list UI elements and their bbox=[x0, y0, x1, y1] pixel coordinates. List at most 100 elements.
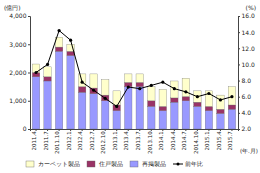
bar-segment bbox=[205, 106, 212, 110]
tick-label: 4,000 bbox=[9, 12, 26, 19]
tick: 8.0 bbox=[238, 77, 251, 84]
legend-swatch bbox=[173, 164, 183, 165]
tick-mark bbox=[174, 129, 175, 131]
tick-label: 2014.4 bbox=[170, 131, 176, 151]
tick: 14.0 bbox=[238, 29, 255, 36]
tick-label: 2012.7 bbox=[89, 131, 95, 151]
bar-segment bbox=[205, 91, 212, 107]
marks bbox=[32, 29, 235, 129]
plot: 01,0002,0003,0004,0002.04.06.08.010.012.… bbox=[9, 12, 255, 154]
axis-line bbox=[31, 130, 239, 132]
tick-mark bbox=[220, 129, 221, 131]
tick: 3,000 bbox=[9, 41, 30, 48]
tick-label: 4.0 bbox=[242, 109, 252, 116]
tick-label: 2013.10 bbox=[147, 131, 153, 154]
tick-mark bbox=[162, 129, 163, 131]
bar-segment bbox=[148, 106, 155, 129]
tick-mark bbox=[231, 129, 232, 131]
bar-segment bbox=[124, 74, 131, 82]
bar-segment bbox=[136, 82, 143, 86]
bar-segment bbox=[113, 111, 120, 129]
bar-segment bbox=[136, 87, 143, 129]
tick: 2011.4 bbox=[31, 129, 37, 150]
legend-item: 前年比 bbox=[173, 161, 203, 167]
tick-label: 3,000 bbox=[9, 41, 26, 48]
bar-segment bbox=[228, 105, 235, 109]
tick-label: 2012.10 bbox=[100, 131, 106, 154]
line-marker bbox=[161, 81, 164, 84]
legend: カーペット製品住戸製品再掲製品前年比 bbox=[26, 161, 203, 167]
bar-segment bbox=[78, 74, 85, 87]
tick: 2013.7 bbox=[135, 129, 141, 150]
y-axis-title: (億円) bbox=[4, 4, 21, 11]
tick-mark bbox=[28, 101, 30, 102]
tick-label: 16.0 bbox=[242, 12, 256, 19]
tick: 1,000 bbox=[9, 97, 30, 104]
tick-label: 12.0 bbox=[242, 45, 256, 52]
tick-label: 14.0 bbox=[242, 29, 256, 36]
bar-segment bbox=[228, 87, 235, 105]
bar-segment bbox=[55, 47, 62, 51]
tick-label: 2.0 bbox=[242, 125, 252, 132]
bar-segment bbox=[217, 109, 224, 113]
tick-label: 2013.4 bbox=[123, 131, 129, 151]
bar-segment bbox=[194, 91, 201, 102]
bar-segment bbox=[182, 97, 189, 101]
bar-segment bbox=[217, 113, 224, 129]
tick: 2011.7 bbox=[43, 129, 49, 150]
tick-mark bbox=[36, 129, 37, 131]
tick-label: 6.0 bbox=[242, 93, 252, 100]
tick-label: 2011.7 bbox=[43, 131, 49, 151]
legend-item: 住戸製品 bbox=[87, 161, 123, 167]
tick-label: 2015.7 bbox=[227, 131, 233, 151]
axis-line bbox=[239, 17, 241, 130]
tick-mark bbox=[28, 44, 30, 45]
tick-mark bbox=[185, 129, 186, 131]
y2-axis: 2.0 4.0 6.0 8.0 10.0 12.0 14.0 16.0 bbox=[238, 12, 255, 132]
line-marker bbox=[219, 98, 222, 101]
line-marker bbox=[34, 71, 37, 74]
bar-segment bbox=[90, 74, 97, 88]
line-marker bbox=[81, 81, 84, 84]
tick-mark bbox=[82, 129, 83, 131]
tick-label: 2014.1 bbox=[158, 131, 164, 150]
tick: 6.0 bbox=[238, 93, 251, 100]
y2-axis-title: (%) bbox=[246, 4, 256, 11]
legend-item: カーペット製品 bbox=[26, 161, 80, 167]
legend-swatch bbox=[130, 161, 138, 167]
bar-segment bbox=[217, 95, 224, 109]
bar-segment bbox=[159, 106, 166, 110]
line-marker bbox=[230, 95, 233, 98]
tick-mark bbox=[238, 16, 240, 17]
bar-segment bbox=[148, 87, 155, 101]
tick: 2015.7 bbox=[227, 129, 233, 150]
tick-mark bbox=[238, 97, 240, 98]
bar-segment bbox=[67, 56, 74, 129]
tick-label: 2015.1 bbox=[204, 131, 210, 150]
legend-label: 住戸製品 bbox=[98, 161, 123, 167]
bar-segment bbox=[90, 94, 97, 129]
tick-mark bbox=[116, 129, 117, 131]
tick-mark bbox=[208, 129, 209, 131]
tick-label: 2012.1 bbox=[66, 131, 72, 150]
bar-segment bbox=[78, 87, 85, 93]
bar-segment bbox=[171, 98, 178, 102]
bar-segment bbox=[44, 81, 51, 129]
tick: 4.0 bbox=[238, 109, 251, 116]
tick: 2014.7 bbox=[181, 129, 187, 150]
line-marker bbox=[207, 92, 210, 95]
tick: 12.0 bbox=[238, 45, 255, 52]
bar-segment bbox=[67, 51, 74, 55]
legend-label: 前年比 bbox=[185, 161, 203, 167]
line-marker bbox=[115, 105, 118, 108]
bar-segment bbox=[101, 101, 108, 129]
tick-label: 10.0 bbox=[242, 61, 256, 68]
tick-label: 2,000 bbox=[9, 69, 26, 76]
line-marker bbox=[138, 87, 141, 90]
bar-segment bbox=[124, 87, 131, 129]
tick: 16.0 bbox=[238, 12, 255, 19]
tick: 10.0 bbox=[238, 61, 255, 68]
bar-segment bbox=[194, 106, 201, 129]
tick-label: 2011.4 bbox=[31, 131, 37, 151]
tick-label: 2013.7 bbox=[135, 131, 141, 151]
